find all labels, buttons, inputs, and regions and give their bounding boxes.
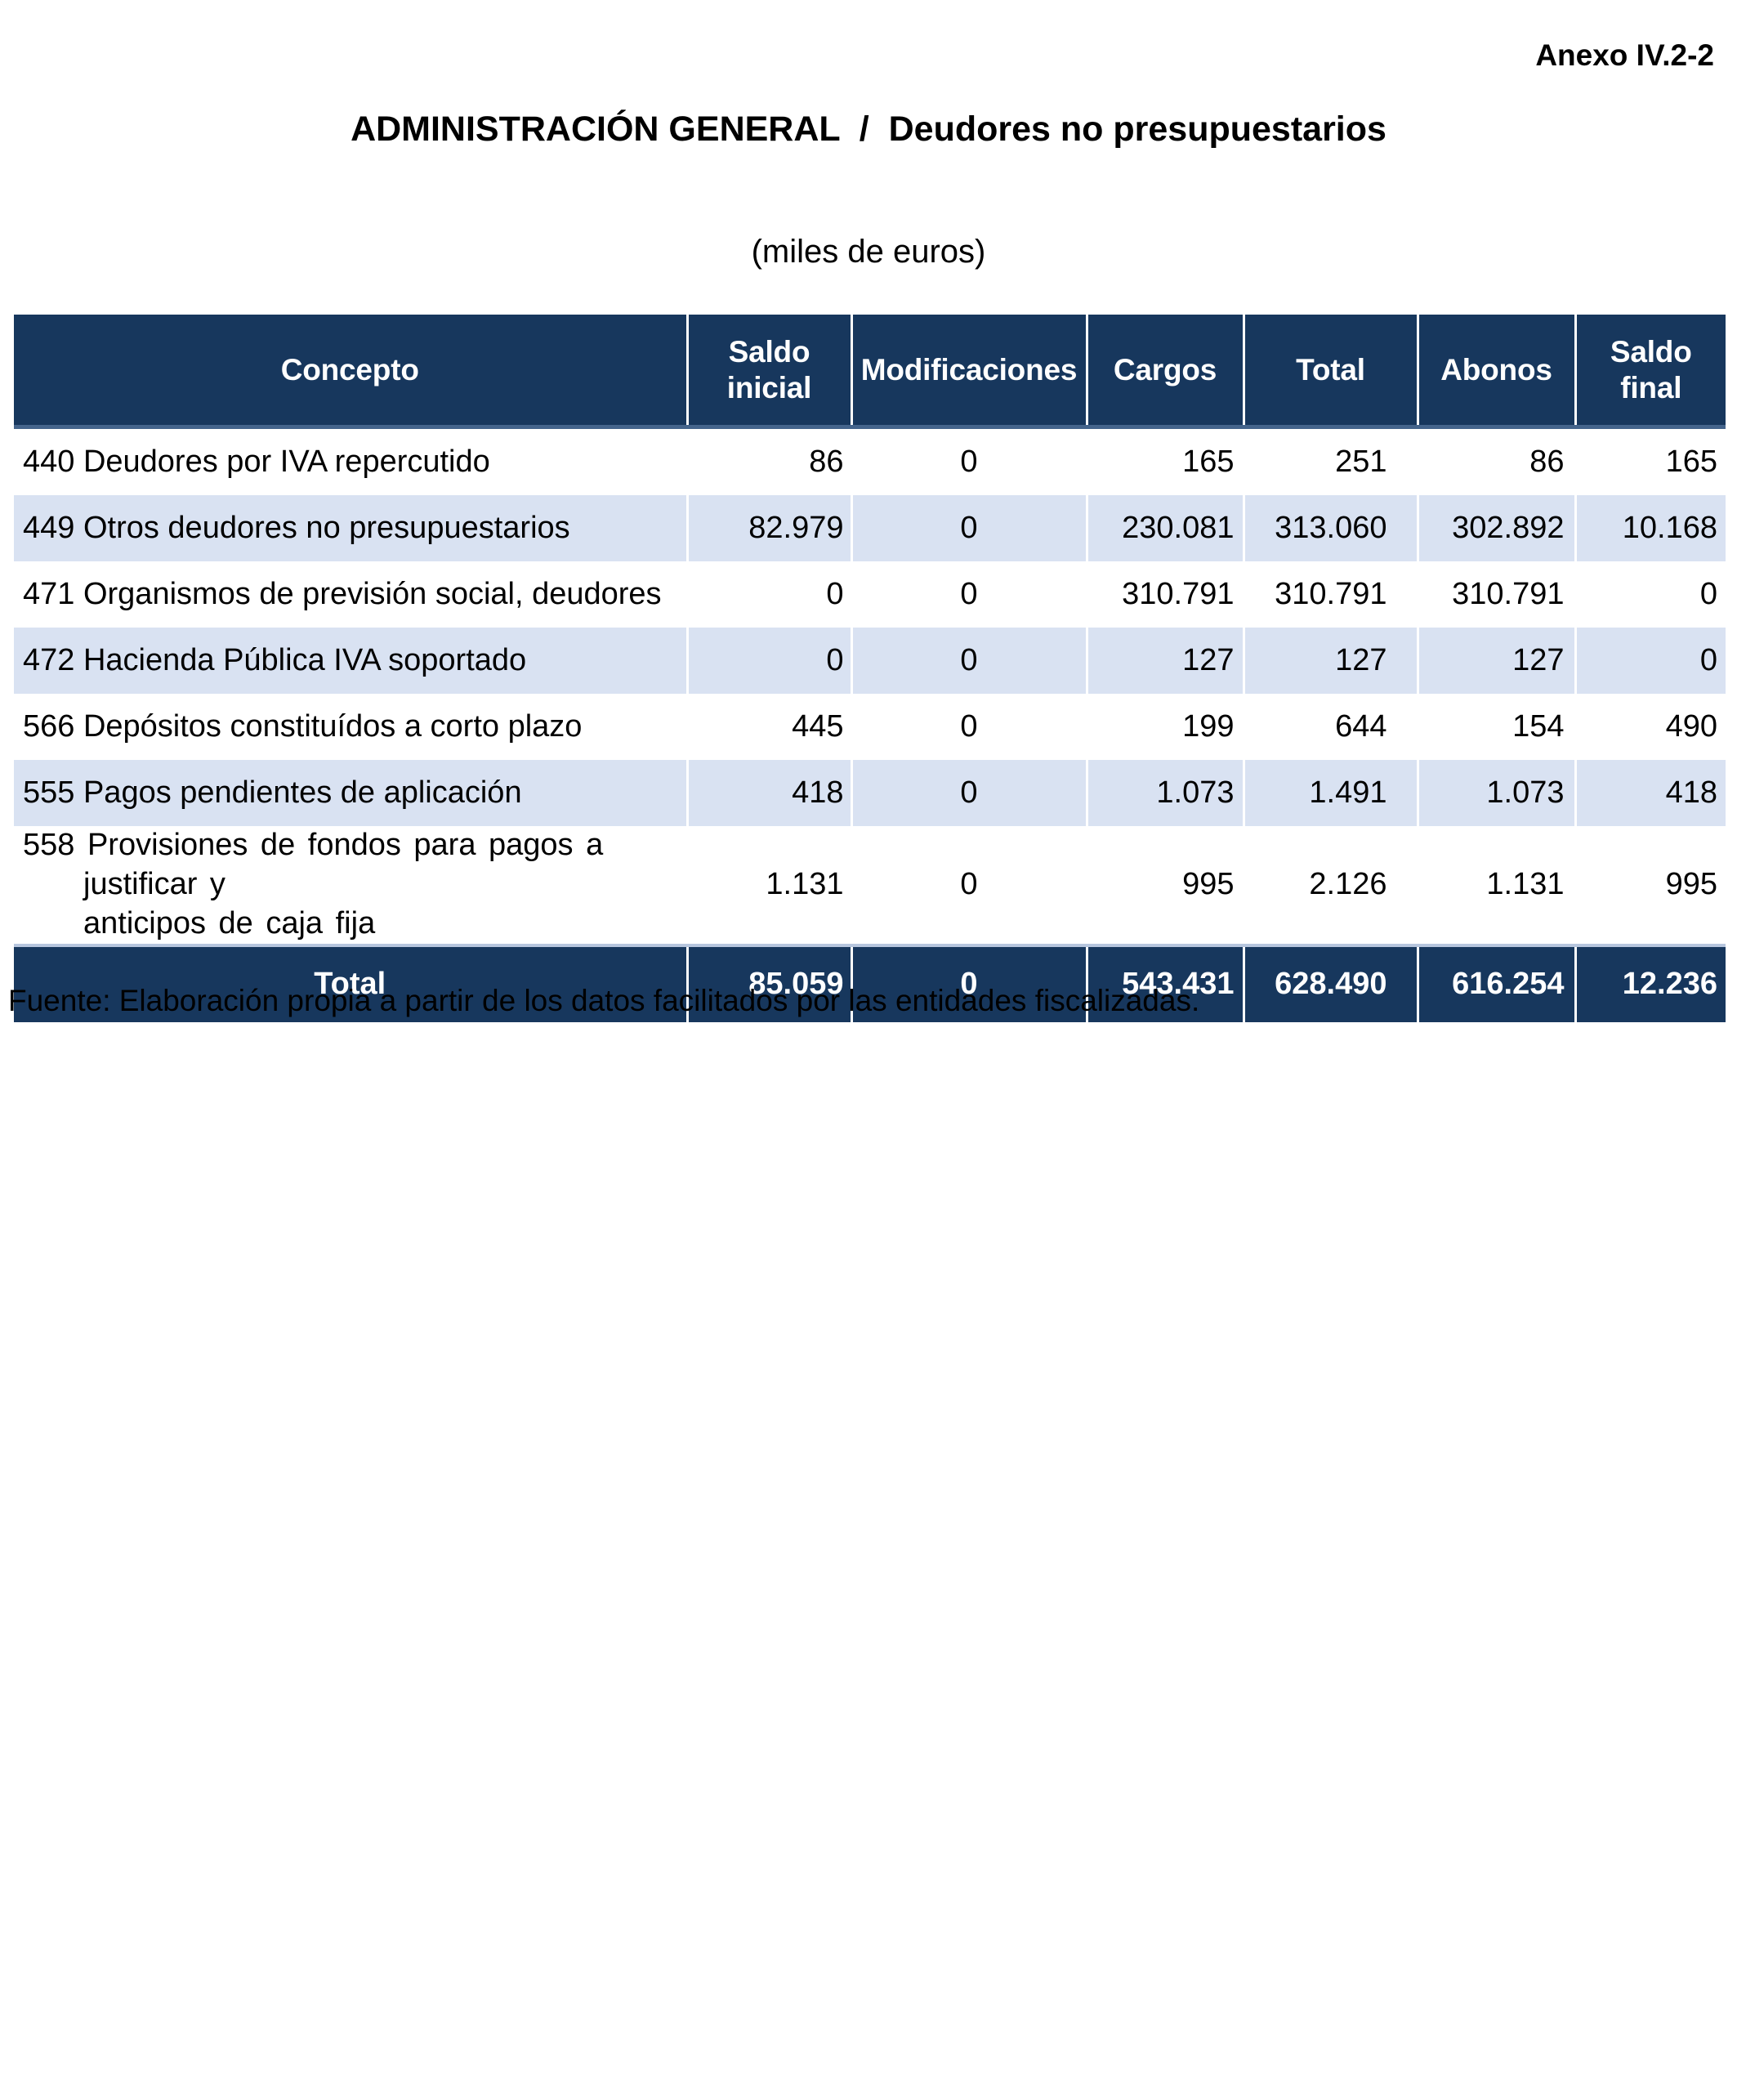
cell-value: 302.892 — [1416, 495, 1575, 561]
cell-value: 10.168 — [1574, 495, 1726, 561]
cell-value: 418 — [1574, 760, 1726, 826]
table-body: 440 Deudores por IVA repercutido 86 0 165 25… — [14, 427, 1726, 1022]
cell-value: 995 — [1085, 826, 1244, 945]
cell-value: 418 — [685, 760, 851, 826]
column-header-concepto: Concepto — [14, 315, 687, 429]
cell-value: 0 — [850, 943, 1087, 1022]
cell-concepto: 566 Depósitos constituídos a corto plazo — [14, 694, 687, 760]
cell-value: 490 — [1574, 694, 1726, 760]
column-header-abonos: Abonos — [1416, 315, 1575, 429]
cell-value: 0 — [850, 760, 1087, 826]
cell-concepto: 555 Pagos pendientes de aplicación — [14, 760, 687, 826]
cell-value: 86 — [1416, 427, 1575, 495]
cell-value: 0 — [685, 628, 851, 694]
cell-concepto: 472 Hacienda Pública IVA soportado — [14, 628, 687, 694]
total-label: Total — [14, 943, 687, 1022]
cell-value: 86 — [685, 427, 851, 495]
table-row: 449 Otros deudores no presupuestarios 82.… — [14, 495, 1726, 561]
cell-value: 127 — [1085, 628, 1244, 694]
cell-value: 1.131 — [685, 826, 851, 945]
cell-value: 0 — [1574, 561, 1726, 628]
cell-value: 543.431 — [1085, 943, 1244, 1022]
cell-value: 165 — [1085, 427, 1244, 495]
cell-value: 628.490 — [1242, 943, 1418, 1022]
cell-value: 1.073 — [1085, 760, 1244, 826]
cell-value: 616.254 — [1416, 943, 1575, 1022]
cell-value: 0 — [850, 561, 1087, 628]
page-title: ADMINISTRACIÓN GENERAL / Deudores no pre… — [351, 109, 1386, 149]
column-header-saldo-final: Saldo final — [1574, 315, 1726, 429]
cell-value: 644 — [1242, 694, 1418, 760]
cell-value: 310.791 — [1242, 561, 1418, 628]
header-row: Concepto Saldo inicial Modificaciones Cargo… — [14, 315, 1726, 429]
cell-concepto: 440 Deudores por IVA repercutido — [14, 427, 687, 495]
column-header-total: Total — [1242, 315, 1418, 429]
cell-value: 1.491 — [1242, 760, 1418, 826]
table-row: 555 Pagos pendientes de aplicación 418 0 1.… — [14, 760, 1726, 826]
cell-value: 0 — [685, 561, 851, 628]
column-header-modificaciones: Modificaciones — [850, 315, 1087, 429]
column-header-cargos: Cargos — [1085, 315, 1244, 429]
cell-value: 1.131 — [1416, 826, 1575, 945]
cell-value: 0 — [1574, 628, 1726, 694]
cell-value: 82.979 — [685, 495, 851, 561]
cell-value: 154 — [1416, 694, 1575, 760]
cell-value: 127 — [1416, 628, 1575, 694]
deudores-no-presupuestarios-table: Concepto Saldo inicial Modificaciones Cargo… — [14, 315, 1726, 1022]
cell-value: 251 — [1242, 427, 1418, 495]
cell-value: 0 — [850, 628, 1087, 694]
cell-concepto: 558 Provisiones de fondos para pagos a j… — [14, 826, 687, 945]
cell-value: 0 — [850, 826, 1087, 945]
cell-value: 0 — [850, 495, 1087, 561]
cell-value: 310.791 — [1416, 561, 1575, 628]
table-row: 472 Hacienda Pública IVA soportado 0 0 127 1… — [14, 628, 1726, 694]
annex-label: Anexo IV.2-2 — [1535, 38, 1714, 72]
cell-value: 0 — [850, 427, 1087, 495]
cell-value: 2.126 — [1242, 826, 1418, 945]
cell-value: 0 — [850, 694, 1087, 760]
cell-value: 165 — [1574, 427, 1726, 495]
table-row: 471 Organismos de previsión social, deud… — [14, 561, 1726, 628]
table-row: 566 Depósitos constituídos a corto plazo… — [14, 694, 1726, 760]
cell-value: 230.081 — [1085, 495, 1244, 561]
cell-value: 85.059 — [685, 943, 851, 1022]
table-row: 440 Deudores por IVA repercutido 86 0 165 25… — [14, 427, 1726, 495]
table-row: 558 Provisiones de fondos para pagos a j… — [14, 826, 1726, 945]
cell-value: 313.060 — [1242, 495, 1418, 561]
column-header-saldo-inicial: Saldo inicial — [685, 315, 851, 429]
cell-concepto: 449 Otros deudores no presupuestarios — [14, 495, 687, 561]
cell-value: 127 — [1242, 628, 1418, 694]
units-subtitle: (miles de euros) — [751, 234, 986, 270]
cell-value: 1.073 — [1416, 760, 1575, 826]
total-row: Total 85.059 0 543.431 628.490 616.254 12.236 — [14, 943, 1726, 1022]
cell-concepto: 471 Organismos de previsión social, deud… — [14, 561, 687, 628]
table-header: Concepto Saldo inicial Modificaciones Cargo… — [14, 315, 1726, 429]
cell-value: 445 — [685, 694, 851, 760]
cell-value: 199 — [1085, 694, 1244, 760]
cell-value: 310.791 — [1085, 561, 1244, 628]
cell-value: 12.236 — [1574, 943, 1726, 1022]
cell-value: 995 — [1574, 826, 1726, 945]
source-note: Fuente: Elaboración propia a partir de l… — [8, 984, 1200, 1017]
